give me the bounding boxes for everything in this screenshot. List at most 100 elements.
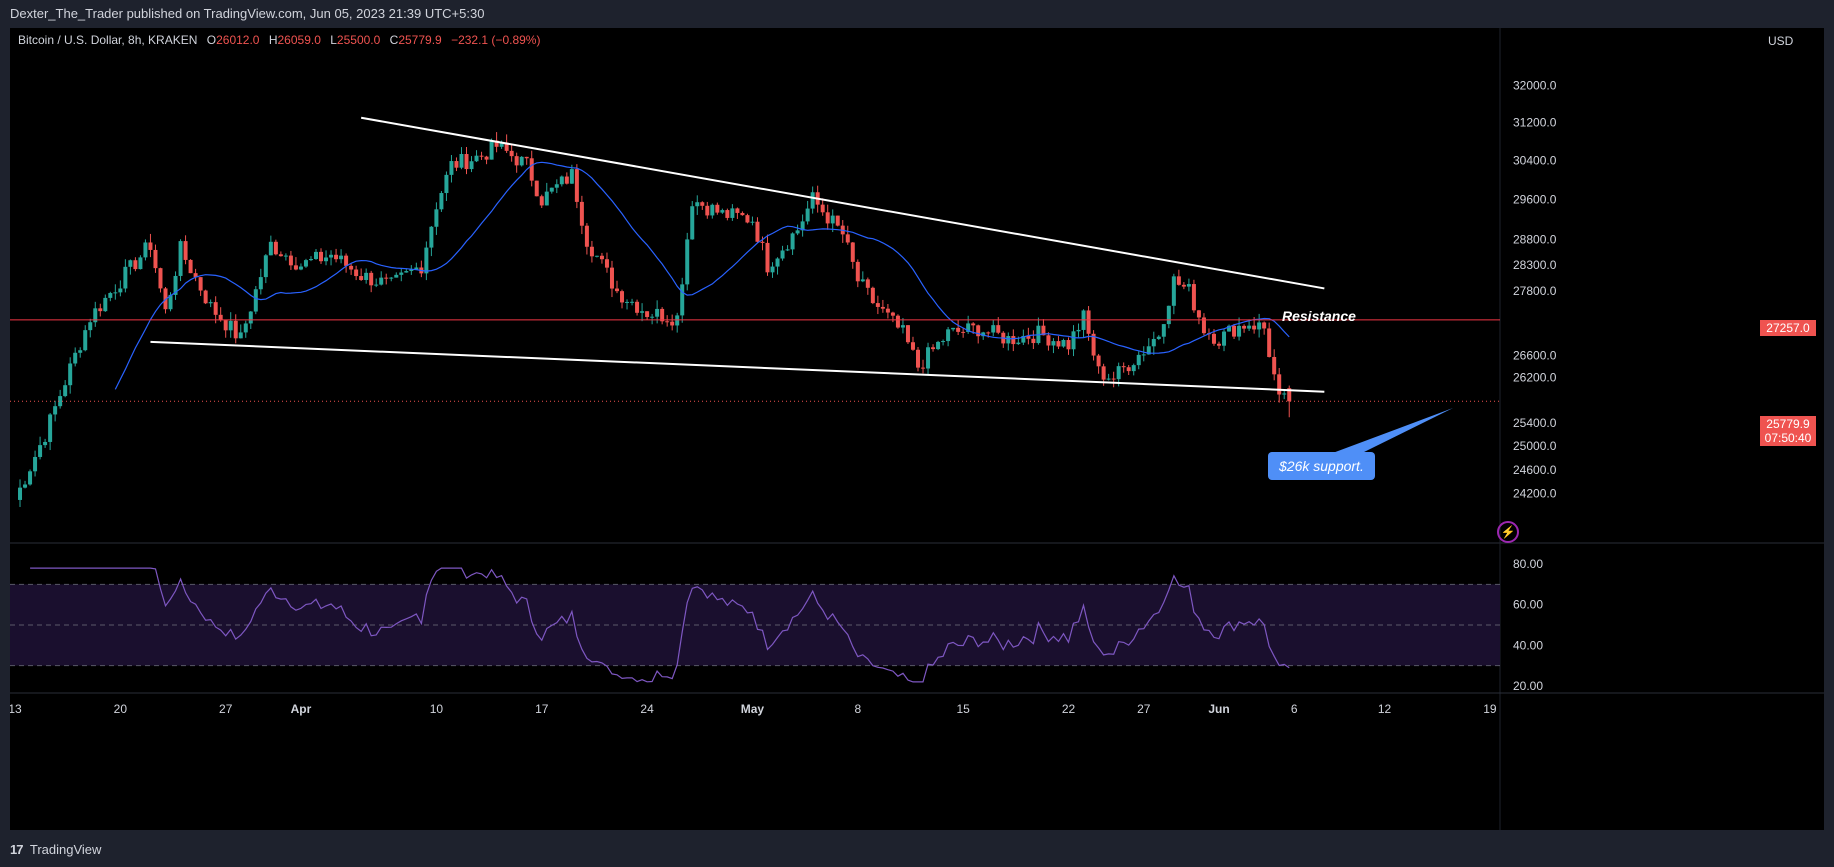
candle-body[interactable] — [715, 204, 720, 213]
candle-body[interactable] — [48, 414, 53, 442]
candle-body[interactable] — [630, 301, 635, 303]
candle-body[interactable] — [103, 297, 108, 312]
candle-body[interactable] — [720, 210, 725, 213]
candle-body[interactable] — [1161, 324, 1166, 337]
candle-body[interactable] — [218, 314, 223, 321]
candle-body[interactable] — [329, 254, 334, 258]
candle-body[interactable] — [1176, 276, 1181, 285]
candle-body[interactable] — [83, 330, 88, 351]
candle-body[interactable] — [820, 204, 825, 213]
candle-body[interactable] — [529, 158, 534, 181]
candle-body[interactable] — [504, 142, 509, 151]
candle-body[interactable] — [158, 268, 163, 289]
candle-body[interactable] — [449, 161, 454, 175]
candle-body[interactable] — [1046, 335, 1051, 346]
candle-body[interactable] — [474, 155, 479, 162]
candle-body[interactable] — [1232, 325, 1237, 337]
candle-body[interactable] — [68, 363, 73, 386]
candle-body[interactable] — [509, 150, 514, 157]
candle-body[interactable] — [735, 208, 740, 213]
candle-body[interactable] — [1006, 336, 1011, 344]
candle-body[interactable] — [615, 288, 619, 292]
candle-body[interactable] — [765, 242, 770, 273]
candle-body[interactable] — [489, 140, 494, 160]
candle-body[interactable] — [1196, 310, 1201, 318]
candle-body[interactable] — [18, 487, 23, 500]
candle-body[interactable] — [369, 272, 374, 286]
candle-body[interactable] — [956, 327, 961, 332]
candle-body[interactable] — [885, 308, 890, 313]
candle-body[interactable] — [1146, 346, 1151, 355]
candle-body[interactable] — [1287, 388, 1292, 402]
candle-body[interactable] — [1151, 338, 1156, 347]
candle-body[interactable] — [273, 241, 278, 255]
candle-body[interactable] — [494, 140, 499, 147]
candle-body[interactable] — [1242, 325, 1247, 329]
candle-body[interactable] — [404, 271, 409, 273]
candle-body[interactable] — [314, 251, 318, 259]
candle-body[interactable] — [725, 210, 730, 218]
candle-body[interactable] — [635, 301, 640, 313]
candle-body[interactable] — [98, 308, 103, 312]
candle-body[interactable] — [198, 277, 203, 291]
candle-body[interactable] — [253, 289, 258, 312]
candle-body[interactable] — [334, 254, 339, 260]
candle-body[interactable] — [444, 174, 449, 194]
candle-body[interactable] — [514, 156, 519, 166]
candle-body[interactable] — [1091, 333, 1096, 356]
candle-body[interactable] — [1071, 331, 1076, 350]
candle-body[interactable] — [223, 320, 228, 331]
candle-body[interactable] — [1252, 325, 1257, 330]
candle-body[interactable] — [1277, 374, 1282, 395]
candle-body[interactable] — [660, 308, 665, 322]
candle-body[interactable] — [946, 329, 951, 342]
candle-body[interactable] — [800, 221, 805, 231]
candle-body[interactable] — [1026, 335, 1031, 339]
candle-body[interactable] — [484, 156, 489, 160]
candle-body[interactable] — [1111, 378, 1116, 380]
candle-body[interactable] — [645, 311, 650, 317]
candle-body[interactable] — [339, 255, 344, 260]
candle-body[interactable] — [544, 191, 549, 206]
candle-body[interactable] — [620, 291, 625, 303]
support-trendline[interactable] — [150, 340, 1325, 393]
candle-body[interactable] — [133, 260, 138, 270]
candle-body[interactable] — [534, 180, 539, 197]
candle-body[interactable] — [384, 277, 389, 279]
candle-body[interactable] — [926, 347, 931, 369]
candle-body[interactable] — [208, 302, 213, 304]
candle-body[interactable] — [835, 215, 840, 226]
candle-body[interactable] — [1186, 284, 1191, 287]
candle-body[interactable] — [875, 303, 880, 307]
resistance-annotation[interactable]: Resistance — [1282, 308, 1356, 324]
candle-body[interactable] — [870, 287, 875, 304]
candle-body[interactable] — [1061, 340, 1066, 347]
candle-body[interactable] — [288, 255, 293, 266]
candle-body[interactable] — [700, 202, 705, 206]
candle-body[interactable] — [153, 249, 158, 269]
candle-body[interactable] — [755, 221, 760, 242]
candle-body[interactable] — [263, 255, 268, 278]
candle-body[interactable] — [1086, 310, 1091, 334]
candle-body[interactable] — [936, 341, 941, 350]
candle-body[interactable] — [278, 254, 283, 257]
candle-body[interactable] — [479, 155, 484, 157]
candle-body[interactable] — [424, 247, 429, 274]
candle-body[interactable] — [1156, 336, 1161, 339]
candle-body[interactable] — [78, 350, 83, 353]
candle-body[interactable] — [344, 255, 349, 266]
candle-body[interactable] — [609, 267, 614, 289]
candle-body[interactable] — [123, 266, 128, 289]
candle-body[interactable] — [795, 230, 800, 234]
candle-body[interactable] — [1136, 354, 1141, 366]
candle-body[interactable] — [695, 202, 700, 207]
candle-body[interactable] — [604, 259, 609, 268]
candle-body[interactable] — [1051, 341, 1056, 346]
candle-body[interactable] — [991, 325, 996, 333]
candle-body[interactable] — [670, 321, 675, 326]
candle-body[interactable] — [900, 325, 905, 328]
candle-body[interactable] — [148, 242, 153, 250]
candle-body[interactable] — [780, 250, 785, 259]
candle-body[interactable] — [248, 311, 253, 324]
candle-body[interactable] — [188, 259, 193, 274]
